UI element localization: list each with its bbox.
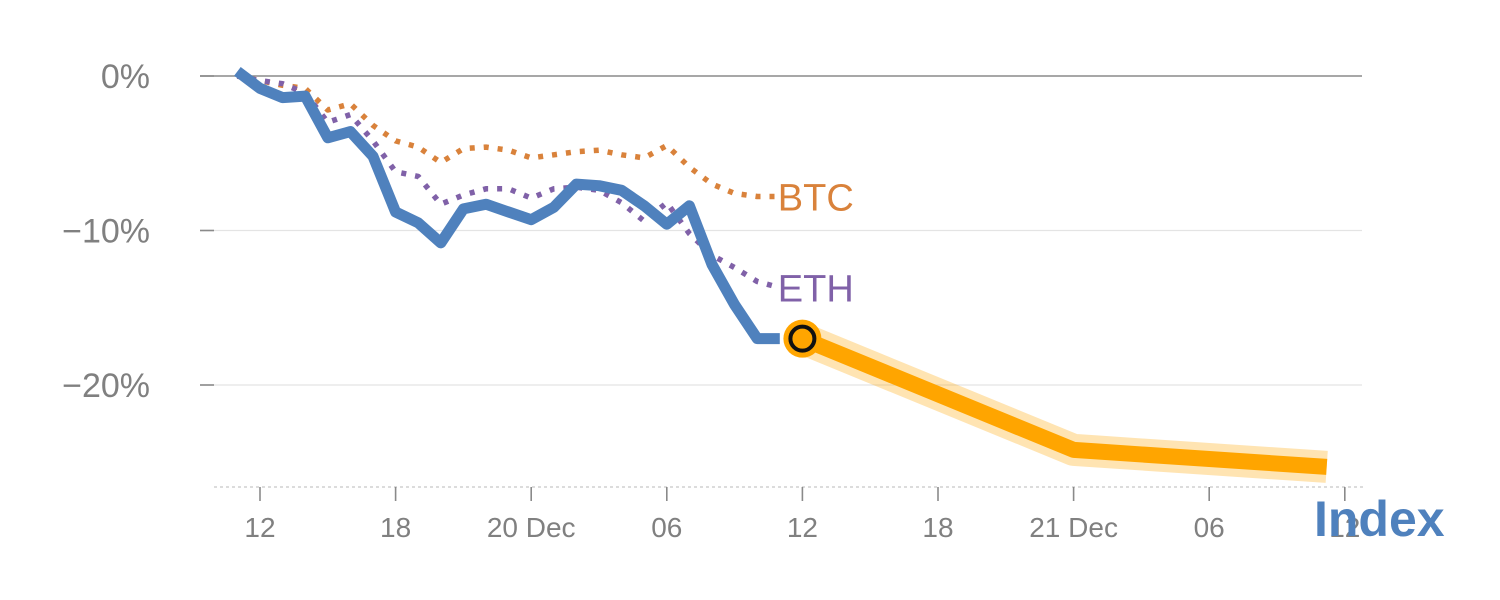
forecast-line	[799, 331, 1328, 475]
series-labels: BTC ETH Index	[778, 178, 1445, 547]
series-label-eth: ETH	[778, 269, 854, 311]
marker	[788, 324, 817, 353]
x-tick-label: 18	[380, 512, 411, 543]
series-line-eth	[236, 73, 781, 291]
x-tick-label: 21 Dec	[1029, 512, 1118, 543]
y-tick-label: −20%	[62, 367, 150, 405]
y-tick-label: 0%	[101, 58, 150, 96]
x-tick-label: 18	[922, 512, 953, 543]
y-tick-label: −10%	[62, 213, 150, 251]
series-layer	[234, 67, 1328, 483]
x-tick-label: 20 Dec	[487, 512, 576, 543]
y-axis: 0% −10% −20%	[62, 58, 214, 405]
x-tick-label: 12	[244, 512, 275, 543]
series-line-index	[234, 67, 780, 345]
series-label-index: Index	[1314, 491, 1445, 547]
series-line-btc	[236, 73, 780, 200]
x-tick-label: 06	[1194, 512, 1225, 543]
x-axis: 12 18 20 Dec 06 12 18 21 Dec 06 12	[214, 486, 1366, 543]
x-tick-label: 06	[651, 512, 682, 543]
series-label-btc: BTC	[778, 178, 854, 220]
x-tick-label: 12	[1329, 512, 1360, 543]
x-tick-label: 12	[787, 512, 818, 543]
grid-layer	[200, 75, 1362, 386]
